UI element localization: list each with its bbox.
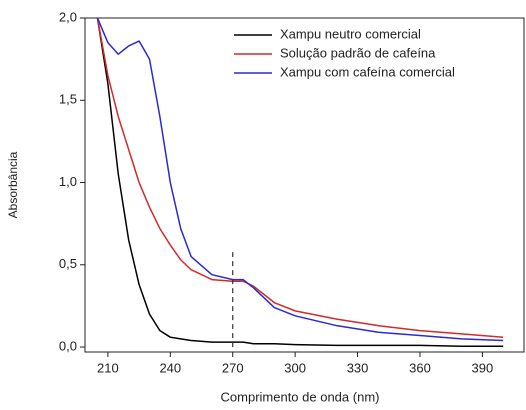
x-tick-label: 240 <box>159 360 181 375</box>
series-line <box>96 18 504 347</box>
plot-frame <box>84 17 525 353</box>
legend-label: Solução padrão de cafeína <box>280 45 436 60</box>
x-tick-label: 390 <box>472 360 494 375</box>
y-tick-label: 0,5 <box>59 256 77 271</box>
x-tick-label: 360 <box>409 360 431 375</box>
x-tick-label: 300 <box>284 360 306 375</box>
x-tick-label: 270 <box>222 360 244 375</box>
legend-label: Xampu com cafeína comercial <box>280 64 455 79</box>
y-axis-label: Absorbância <box>6 151 20 218</box>
x-tick-label: 330 <box>347 360 369 375</box>
legend-label: Xampu neutro comercial <box>280 26 421 41</box>
x-axis-label: Comprimento de onda (nm) <box>221 389 380 404</box>
series-line <box>96 18 504 338</box>
y-tick-label: 1,5 <box>59 92 77 107</box>
y-tick-label: 0,0 <box>59 339 77 354</box>
y-tick-label: 1,0 <box>59 174 77 189</box>
x-tick-label: 210 <box>97 360 119 375</box>
series-line <box>96 18 504 342</box>
y-tick-label: 2,0 <box>59 9 77 24</box>
